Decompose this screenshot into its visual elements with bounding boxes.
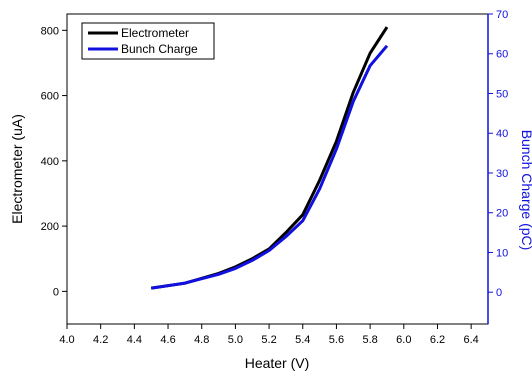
y-right-tick-label: 20 xyxy=(496,208,508,220)
x-tick-label: 4.8 xyxy=(194,334,209,346)
plot-frame xyxy=(66,13,489,325)
y-right-tick-label: 10 xyxy=(496,247,508,259)
y-left-tick-label: 800 xyxy=(41,25,59,37)
series-lines xyxy=(150,26,389,290)
y-right-tick-label: 70 xyxy=(496,9,508,21)
series-line-bunch-charge xyxy=(150,44,389,290)
legend-label-electrometer: Electrometer xyxy=(121,26,189,40)
legend-label-bunch-charge: Bunch Charge xyxy=(121,42,198,56)
y-right-tick-label: 50 xyxy=(496,88,508,100)
y-right-tick-label: 30 xyxy=(496,168,508,180)
x-tick-label: 5.6 xyxy=(329,334,344,346)
x-axis-ticks: 4.0 4.2 4.4 4.6 4.8 5.0 5.2 5.4 5.6 5.8 6.0 6.2 6.4 xyxy=(59,324,479,346)
x-tick-label: 4.6 xyxy=(160,334,175,346)
x-tick-label: 4.4 xyxy=(127,334,142,346)
x-tick-label: 6.2 xyxy=(430,334,445,346)
x-tick-label: 5.8 xyxy=(362,334,377,346)
x-tick-label: 5.2 xyxy=(261,334,276,346)
x-tick-label: 4.0 xyxy=(59,334,74,346)
legend-box xyxy=(81,22,215,60)
x-axis-title: Heater (V) xyxy=(245,355,310,371)
x-tick-label: 4.2 xyxy=(93,334,108,346)
y-left-axis-ticks: 0 200 400 600 800 xyxy=(41,25,67,298)
y-left-tick-label: 400 xyxy=(41,156,59,168)
x-tick-label: 6.4 xyxy=(464,334,479,346)
legend: Electrometer Bunch Charge xyxy=(81,22,215,60)
x-tick-label: 5.4 xyxy=(295,334,310,346)
y-right-tick-label: 0 xyxy=(496,287,502,299)
y-right-axis-title: Bunch Charge (pC) xyxy=(519,130,532,251)
y-right-axis-ticks: 0 10 20 30 40 50 60 70 xyxy=(487,9,508,324)
y-left-tick-label: 200 xyxy=(41,221,59,233)
x-tick-label: 5.0 xyxy=(228,334,243,346)
y-right-tick-label: 60 xyxy=(496,49,508,61)
y-left-axis-title: Electrometer (uA) xyxy=(9,114,25,224)
y-left-tick-label: 600 xyxy=(41,91,59,103)
y-left-tick-label: 0 xyxy=(53,286,59,298)
x-tick-label: 6.0 xyxy=(396,334,411,346)
y-right-tick-label: 40 xyxy=(496,128,508,140)
